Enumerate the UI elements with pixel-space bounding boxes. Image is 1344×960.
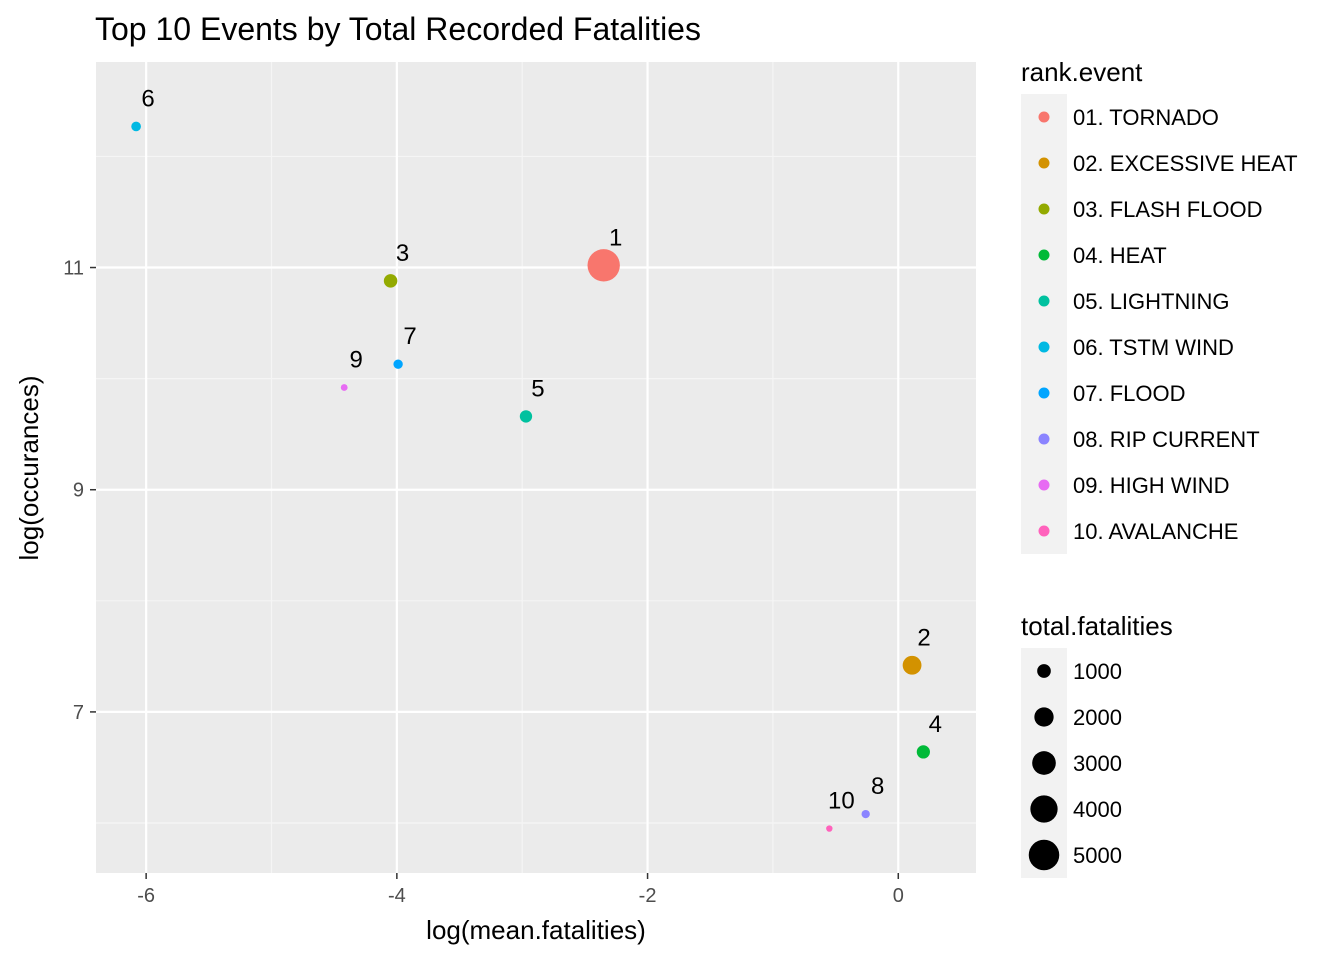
legend-swatch	[1038, 111, 1050, 123]
legend-label: 3000	[1073, 751, 1122, 776]
data-point	[916, 745, 930, 759]
data-point	[519, 410, 533, 423]
legend-size-swatch	[1030, 795, 1058, 823]
x-axis: -6 -4 -2 0	[137, 873, 904, 907]
y-tick-label: 9	[73, 480, 84, 502]
data-point-label: 8	[871, 773, 884, 800]
panel-background	[96, 62, 976, 873]
data-point	[131, 121, 141, 132]
color-legend: rank.event 01. TORNADO 02. EXCESSIVE HEAT…	[1021, 57, 1298, 554]
y-axis: 7 9 11	[63, 258, 96, 724]
size-legend: total.fatalities 1000 2000 3000 4000 5000	[1021, 611, 1173, 878]
data-point-labels: 1 2 3 4 5 6 7 8 9 10	[141, 85, 942, 814]
x-tick-label: 0	[893, 885, 904, 907]
legend-label: 06. TSTM WIND	[1073, 335, 1234, 360]
data-point	[340, 384, 348, 391]
legend-label: 04. HEAT	[1073, 243, 1167, 268]
legend-label: 10. AVALANCHE	[1073, 519, 1238, 544]
x-axis-title: log(mean.fatalities)	[426, 915, 646, 945]
data-points	[131, 121, 930, 832]
legend-size-swatch	[1037, 664, 1051, 678]
legend-size-swatch	[1032, 751, 1056, 775]
legend-label: 5000	[1073, 843, 1122, 868]
legend-label: 08. RIP CURRENT	[1073, 427, 1260, 452]
legend-label: 02. EXCESSIVE HEAT	[1073, 151, 1298, 176]
legend-label: 1000	[1073, 659, 1122, 684]
legend-size-swatch	[1028, 839, 1060, 871]
legend-swatch	[1038, 157, 1050, 169]
data-point	[393, 359, 403, 369]
legend-size-swatch	[1034, 707, 1054, 727]
y-tick-label: 7	[73, 702, 84, 724]
legend-label: 01. TORNADO	[1073, 105, 1219, 130]
data-point-label: 10	[828, 788, 855, 815]
data-point-label: 5	[531, 375, 544, 402]
data-point-label: 9	[350, 347, 363, 374]
legend-swatch	[1038, 479, 1050, 491]
legend-swatch	[1038, 341, 1050, 353]
data-point-label: 3	[396, 240, 409, 267]
x-tick-label: -6	[137, 885, 155, 907]
data-point-label: 6	[141, 85, 154, 112]
data-point	[826, 825, 833, 832]
legend-label: 03. FLASH FLOOD	[1073, 197, 1263, 222]
legend-swatch	[1038, 249, 1050, 261]
data-point	[861, 809, 870, 819]
data-point	[383, 274, 398, 288]
legend-label: 07. FLOOD	[1073, 381, 1185, 406]
x-tick-label: -4	[388, 885, 406, 907]
data-point-label: 4	[929, 711, 942, 738]
data-point-label: 7	[403, 323, 416, 350]
data-point-label: 1	[609, 224, 622, 251]
x-tick-label: -2	[639, 885, 657, 907]
legend-swatch	[1038, 203, 1050, 215]
legend-label: 09. HIGH WIND	[1073, 473, 1229, 498]
color-legend-title: rank.event	[1021, 57, 1143, 87]
data-point	[902, 655, 922, 675]
y-tick-label: 11	[63, 258, 84, 280]
data-point	[587, 249, 620, 282]
legend-label: 05. LIGHTNING	[1073, 289, 1229, 314]
plot-panel	[96, 62, 976, 873]
chart-title: Top 10 Events by Total Recorded Fataliti…	[95, 11, 701, 47]
legend-label: 4000	[1073, 797, 1122, 822]
legend-swatch	[1038, 295, 1050, 307]
legend-swatch	[1038, 433, 1050, 445]
data-point-label: 2	[917, 624, 930, 651]
legend-swatch	[1038, 525, 1050, 537]
legend-swatch	[1038, 387, 1050, 399]
size-legend-title: total.fatalities	[1021, 611, 1173, 641]
legend-label: 2000	[1073, 705, 1122, 730]
y-axis-title: log(occurances)	[14, 376, 44, 561]
